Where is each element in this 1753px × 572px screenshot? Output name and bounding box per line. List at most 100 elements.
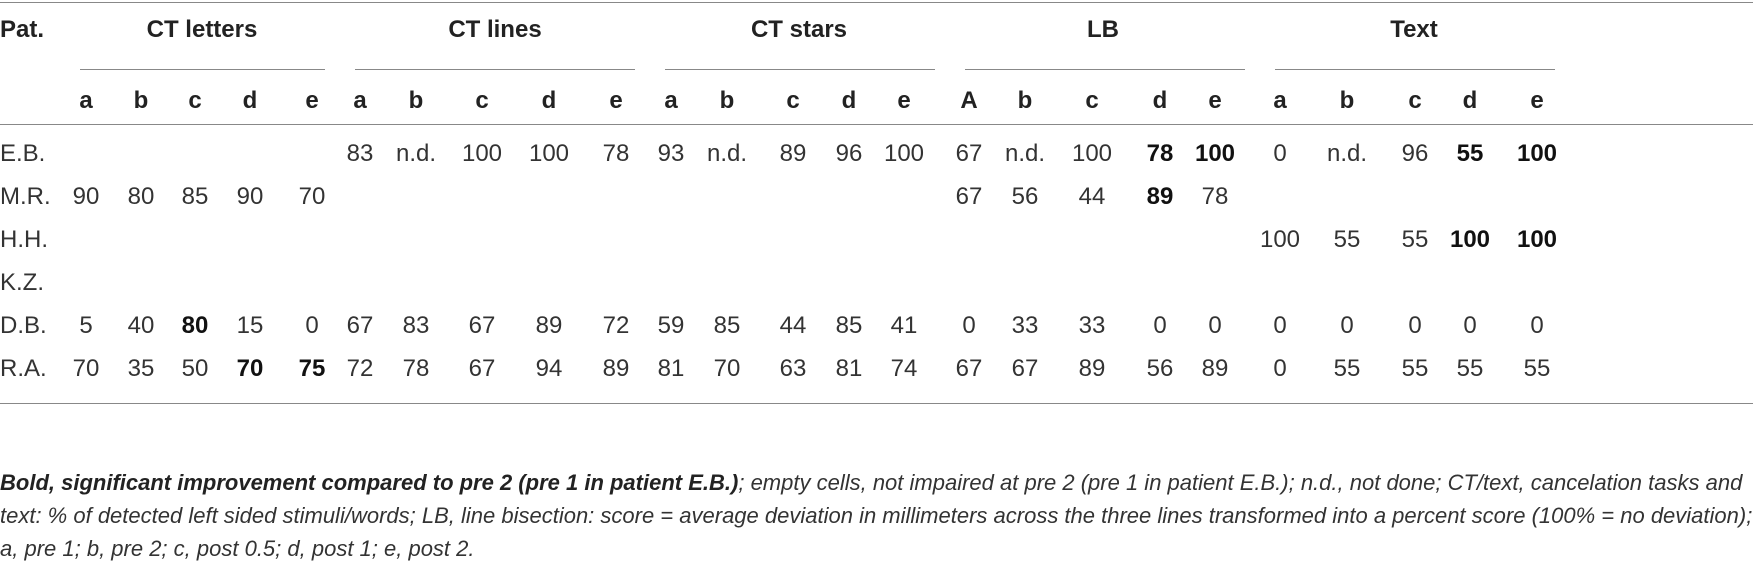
table-cell: 67	[1011, 355, 1039, 382]
subheader-cell: c	[1408, 87, 1422, 114]
subheader-cell: e	[1530, 87, 1544, 114]
table-cell: 81	[835, 355, 863, 382]
table-cell: 55	[1456, 355, 1484, 382]
subheader-cell: c	[786, 87, 800, 114]
subheader-cell: a	[1273, 87, 1287, 114]
table-cell: 89	[1078, 355, 1106, 382]
subheader-cell: d	[841, 87, 857, 114]
table-cell: 0	[1273, 355, 1287, 382]
table-cell: 89	[602, 355, 630, 382]
table-cell: 83	[402, 312, 430, 339]
table-cell: 78	[1146, 140, 1174, 167]
table-cell: 70	[713, 355, 741, 382]
table-cell: 63	[779, 355, 807, 382]
table-cell: 56	[1011, 183, 1039, 210]
patient-label: E.B.	[0, 140, 46, 167]
table-cell: 67	[955, 140, 983, 167]
subheader-cell: A	[960, 87, 978, 114]
table-cell: 81	[657, 355, 685, 382]
table-cell: 56	[1146, 355, 1174, 382]
table-cell: 70	[72, 355, 100, 382]
table-cell: 40	[127, 312, 155, 339]
table-cell: 85	[713, 312, 741, 339]
table-cell: 67	[468, 312, 496, 339]
table-cell: n.d.	[706, 140, 748, 167]
subheader-cell: d	[1462, 87, 1478, 114]
table-cell: 0	[1340, 312, 1354, 339]
table-cell: 80	[181, 312, 209, 339]
table-cell: 100	[1516, 226, 1558, 253]
patient-column-header: Pat.	[0, 16, 45, 43]
table-cell: 89	[535, 312, 563, 339]
subheader-cell: a	[353, 87, 367, 114]
table-cell: 70	[298, 183, 326, 210]
table-cell: 50	[181, 355, 209, 382]
subheader-cell: e	[897, 87, 911, 114]
table-cell: 67	[346, 312, 374, 339]
patient-label: K.Z.	[0, 269, 45, 296]
table-cell: 67	[955, 355, 983, 382]
table-cell: 72	[602, 312, 630, 339]
table-bottom-rule	[0, 403, 1753, 404]
table-cell: 85	[181, 183, 209, 210]
table-cell: 44	[779, 312, 807, 339]
table-cell: 96	[1401, 140, 1429, 167]
table-cell: 5	[79, 312, 93, 339]
subheader-cell: c	[188, 87, 202, 114]
subheader-cell: c	[475, 87, 489, 114]
table-cell: 85	[835, 312, 863, 339]
caption-text: ; empty cells, not impaired at pre 2 (pr…	[0, 470, 1753, 561]
table-cell: 100	[1259, 226, 1301, 253]
table-cell: 0	[1273, 312, 1287, 339]
table-cell: 72	[346, 355, 374, 382]
table-cell: 44	[1078, 183, 1106, 210]
subheader-cell: e	[609, 87, 623, 114]
patient-label: M.R.	[0, 183, 51, 210]
table-cell: 96	[835, 140, 863, 167]
table-cell: 55	[1523, 355, 1551, 382]
table-cell: 94	[535, 355, 563, 382]
subheader-cell: e	[1208, 87, 1222, 114]
table-cell: n.d.	[1004, 140, 1046, 167]
table-cell: 0	[1408, 312, 1422, 339]
group-rule-2	[355, 69, 635, 70]
group-header-1: CT letters	[146, 16, 258, 43]
group-header-5: Text	[1390, 16, 1438, 43]
table-cell: 0	[1208, 312, 1222, 339]
caption-bold-text: Bold, significant improvement compared t…	[0, 470, 739, 495]
table-cell: 100	[1194, 140, 1236, 167]
group-rule-5	[1275, 69, 1555, 70]
patient-label: D.B.	[0, 312, 47, 339]
table-cell: 33	[1011, 312, 1039, 339]
table-cell: 100	[1516, 140, 1558, 167]
table-cell: 89	[1201, 355, 1229, 382]
table-cell: 74	[890, 355, 918, 382]
table-cell: 0	[1153, 312, 1167, 339]
table-cell: 55	[1401, 226, 1429, 253]
subheader-cell: b	[133, 87, 149, 114]
group-header-2: CT lines	[448, 16, 542, 43]
table-cell: 0	[305, 312, 319, 339]
table-cell: 100	[883, 140, 925, 167]
table-cell: 89	[1146, 183, 1174, 210]
table-cell: 0	[1530, 312, 1544, 339]
subheader-cell: b	[1339, 87, 1355, 114]
subheader-cell: d	[242, 87, 258, 114]
table-cell: 55	[1401, 355, 1429, 382]
table-cell: 55	[1333, 226, 1361, 253]
table-cell: 55	[1456, 140, 1484, 167]
table-cell: 70	[236, 355, 264, 382]
subheader-cell: b	[408, 87, 424, 114]
table-cell: 100	[528, 140, 570, 167]
patient-label: H.H.	[0, 226, 48, 253]
table-cell: 75	[298, 355, 326, 382]
table-cell: 93	[657, 140, 685, 167]
group-rule-4	[965, 69, 1245, 70]
group-header-3: CT stars	[750, 16, 848, 43]
table-cell: 100	[461, 140, 503, 167]
table-cell: 59	[657, 312, 685, 339]
table-cell: n.d.	[1326, 140, 1368, 167]
table-cell: 83	[346, 140, 374, 167]
table-cell: 67	[468, 355, 496, 382]
subheader-cell: d	[541, 87, 557, 114]
